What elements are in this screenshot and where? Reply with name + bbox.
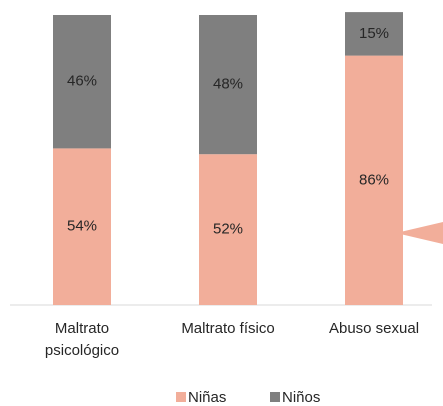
bar-segment [53, 15, 111, 149]
data-label: 86% [359, 171, 389, 188]
legend-label: Niñas [188, 389, 226, 406]
data-label: 15% [359, 25, 389, 42]
data-label: 52% [213, 221, 243, 238]
legend-swatch [270, 392, 280, 402]
x-tick-label: Maltrato psicológico [44, 320, 120, 359]
bar-segment [199, 154, 257, 305]
bar-segment [345, 12, 403, 56]
arrow-shape [396, 222, 443, 244]
data-label: 46% [67, 73, 97, 90]
data-label: 54% [67, 218, 97, 235]
legend-swatch [176, 392, 186, 402]
data-label: 48% [213, 76, 243, 93]
bar-segment [199, 15, 257, 155]
bar-segment [345, 55, 403, 305]
bar-segment [53, 148, 111, 305]
x-tick-label: Maltrato físico [181, 320, 275, 337]
legend-label: Niños [282, 389, 320, 406]
x-tick-label: Abuso sexual [328, 320, 420, 337]
